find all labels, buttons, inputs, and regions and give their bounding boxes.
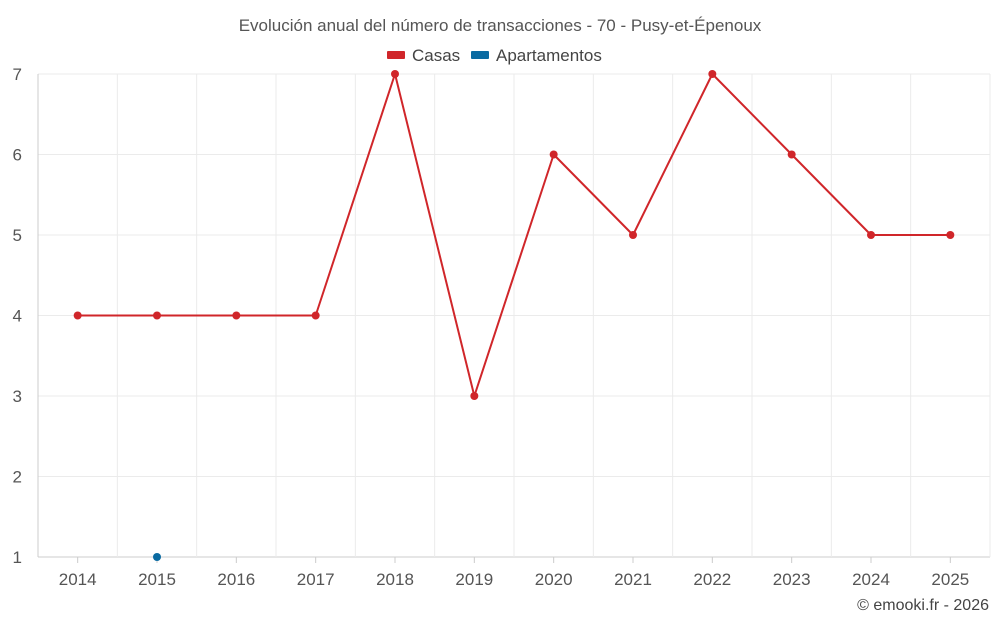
legend-swatch-casas [387,51,405,59]
data-point-apartamentos[interactable] [153,553,161,561]
legend-item-apartamentos[interactable]: Apartamentos [471,46,602,65]
y-tick-label: 5 [13,226,22,245]
credit-text: © emooki.fr - 2026 [857,597,989,614]
x-tick-label: 2015 [138,570,176,589]
data-point-casas[interactable] [311,311,320,320]
y-tick-label: 3 [13,387,22,406]
series-apartamentos [153,553,161,561]
series-casas [73,70,955,400]
data-point-casas[interactable] [153,311,161,320]
series-line-casas [77,73,951,397]
legend-label-casas: Casas [412,46,460,65]
y-tick-label: 2 [13,468,22,487]
x-tick-label: 2014 [59,570,97,589]
x-tick-label: 2018 [376,570,414,589]
data-point-casas[interactable] [470,392,479,400]
data-point-casas[interactable] [549,150,558,159]
legend-swatch-apartamentos [471,51,489,59]
x-tick-label: 2016 [217,570,255,589]
x-tick-label: 2023 [773,570,811,589]
data-point-casas[interactable] [708,70,717,78]
y-tick-label: 1 [13,548,22,567]
axes: 1 2 3 4 5 6 7 2014 2015 2016 2017 2018 2019 2020 2021 2… [13,65,970,589]
x-tick-label: 2025 [931,570,969,589]
x-tick-label: 2020 [535,570,573,589]
y-tick-label: 6 [13,146,22,165]
legend-label-apartamentos: Apartamentos [496,46,602,65]
data-point-casas[interactable] [73,311,82,320]
chart-title: Evolución anual del número de transaccio… [239,16,762,35]
x-tick-label: 2021 [614,570,652,589]
x-tick-label: 2024 [852,570,890,589]
grid [37,73,991,558]
x-tick-label: 2019 [455,570,493,589]
x-tick-label: 2022 [693,570,731,589]
data-point-casas[interactable] [867,231,875,239]
data-point-casas[interactable] [391,70,399,78]
data-point-casas[interactable] [232,311,241,320]
data-point-casas[interactable] [787,150,796,159]
legend-item-casas[interactable]: Casas [387,46,460,65]
legend: Casas Apartamentos [387,46,602,65]
y-tick-label: 7 [13,65,22,84]
series [73,70,955,561]
y-tick-label: 4 [13,307,22,326]
x-tick-label: 2017 [297,570,335,589]
data-point-casas[interactable] [629,231,637,239]
data-point-casas[interactable] [946,231,955,239]
